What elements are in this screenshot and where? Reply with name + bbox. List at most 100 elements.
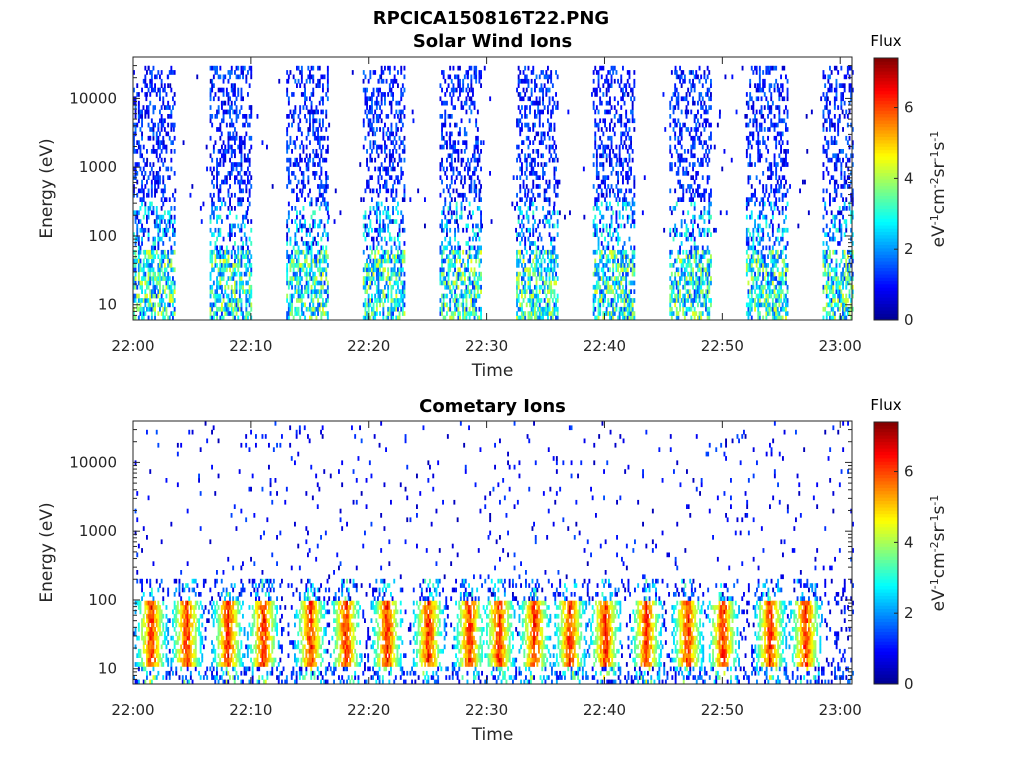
- spectrogram-cell: [679, 74, 681, 80]
- spectrogram-cell: [630, 289, 632, 294]
- spectrogram-cell: [243, 223, 246, 229]
- spectrogram-cell: [599, 311, 602, 316]
- spectrogram-cell: [155, 135, 158, 141]
- spectrogram-cell: [542, 315, 544, 321]
- spectrogram-cell: [548, 144, 551, 150]
- spectrogram-cell: [240, 175, 243, 180]
- spectrogram-cell: [291, 206, 293, 211]
- spectrogram-cell: [392, 210, 394, 216]
- spectrogram-cell: [548, 276, 551, 281]
- spectrogram-cell: [395, 131, 398, 137]
- spectrogram-cell: [297, 284, 300, 290]
- spectrogram-cell: [305, 78, 308, 84]
- spectrogram-cell: [700, 100, 703, 106]
- spectrogram-cell: [307, 249, 310, 255]
- spectrogram-cell: [446, 311, 448, 316]
- spectrogram-cell: [302, 175, 305, 180]
- spectrogram-cell: [297, 306, 300, 312]
- spectrogram-cell: [680, 157, 683, 163]
- spectrogram-cell: [144, 263, 147, 268]
- spectrogram-cell: [631, 197, 634, 202]
- spectrogram-cell: [385, 197, 388, 202]
- spectrogram-cell: [170, 109, 173, 115]
- spectrogram-cell: [224, 157, 227, 163]
- spectrogram-cell: [532, 122, 535, 128]
- spectrogram-cell: [292, 114, 295, 119]
- spectrogram-cell: [173, 70, 176, 75]
- spectrogram-cell: [688, 306, 691, 312]
- spectrogram-cell: [749, 92, 752, 97]
- spectrogram-cell: [698, 289, 701, 294]
- spectrogram-cell: [387, 210, 390, 216]
- spectrogram-cell: [134, 166, 137, 172]
- spectrogram-cell: [397, 315, 399, 321]
- spectrogram-cell: [371, 105, 373, 110]
- spectrogram-cell: [245, 306, 248, 312]
- spectrogram-cell: [390, 166, 393, 172]
- spectrogram-cell: [219, 254, 222, 259]
- spectrogram-cell: [542, 87, 544, 93]
- spectrogram-cell: [222, 109, 225, 115]
- spectrogram-cell: [545, 267, 548, 273]
- spectrogram-cell: [318, 263, 321, 268]
- spectrogram-cell: [628, 157, 631, 163]
- spectrogram-cell: [322, 302, 324, 308]
- spectrogram-cell: [700, 289, 703, 294]
- spectrogram-cell: [463, 289, 466, 294]
- spectrogram-cell: [375, 271, 378, 277]
- spectrogram-cell: [245, 78, 248, 84]
- spectrogram-cell: [211, 258, 214, 264]
- spectrogram-cell: [212, 74, 215, 80]
- spectrogram-cell: [537, 223, 540, 229]
- spectrogram-cell: [633, 83, 636, 88]
- spectrogram-cell: [454, 157, 456, 163]
- spectrogram-cell: [149, 271, 152, 277]
- spectrogram-cell: [625, 171, 628, 176]
- spectrogram-cell: [243, 179, 246, 185]
- spectrogram-cell: [537, 184, 540, 189]
- spectrogram-cell: [212, 96, 215, 102]
- spectrogram-cell: [313, 171, 316, 176]
- spectrogram-cell: [147, 188, 150, 194]
- spectrogram-cell: [229, 157, 231, 163]
- spectrogram-cell: [475, 236, 478, 242]
- spectrogram-cell: [692, 214, 694, 220]
- spectrogram-cell: [305, 96, 308, 102]
- spectrogram-cell: [247, 258, 249, 264]
- spectrogram-cell: [403, 280, 406, 286]
- spectrogram-cell: [693, 315, 696, 321]
- spectrogram-cell: [692, 280, 694, 286]
- spectrogram-cell: [692, 227, 694, 233]
- spectrogram-cell: [385, 210, 388, 216]
- spectrogram-cell: [599, 144, 602, 150]
- spectrogram-cell: [620, 263, 623, 268]
- spectrogram-cell: [134, 280, 137, 286]
- spectrogram-cell: [367, 122, 370, 128]
- spectrogram-cell: [459, 78, 461, 84]
- spectrogram-cell: [597, 122, 600, 128]
- spectrogram-cell: [235, 118, 238, 124]
- spectrogram-cell: [594, 122, 597, 128]
- spectrogram-cell: [695, 254, 698, 259]
- spectrogram-cell: [620, 258, 623, 264]
- spectrogram-cell: [300, 131, 303, 137]
- spectrogram-cell: [612, 315, 615, 321]
- spectrogram-cell: [449, 192, 452, 198]
- spectrogram-cell: [222, 254, 225, 259]
- spectrogram-cell: [597, 267, 600, 273]
- spectrogram-cell: [315, 276, 318, 281]
- spectrogram-cell: [690, 127, 693, 132]
- spectrogram-cell: [607, 100, 610, 106]
- spectrogram-cell: [221, 144, 223, 150]
- spectrogram-cell: [227, 258, 230, 264]
- spectrogram-cell: [393, 298, 396, 303]
- spectrogram-cell: [287, 227, 290, 233]
- spectrogram-cell: [468, 276, 471, 281]
- spectrogram-cell: [597, 263, 600, 268]
- spectrogram-cell: [170, 298, 173, 303]
- spectrogram-cell: [286, 236, 289, 242]
- spectrogram-cell: [155, 210, 158, 216]
- spectrogram-cell: [392, 166, 394, 172]
- spectrogram-cell: [454, 236, 456, 242]
- spectrogram-cell: [172, 122, 174, 128]
